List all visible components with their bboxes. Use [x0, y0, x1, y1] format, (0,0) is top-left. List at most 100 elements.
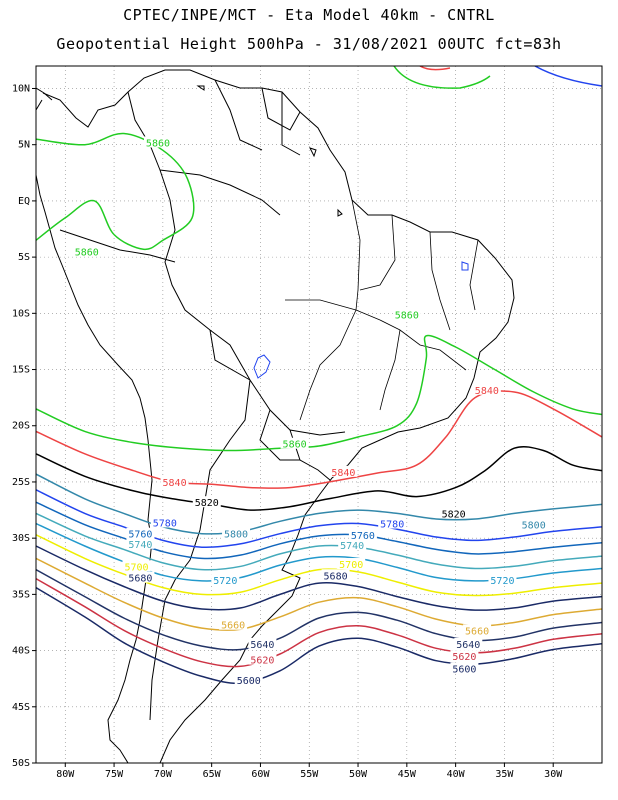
contour-label-5860: 5860 [75, 247, 99, 258]
y-tick-label: 10S [12, 308, 30, 319]
contour-5640 [36, 568, 602, 651]
contour-label-bg [348, 528, 377, 540]
y-tick-label: 30S [12, 533, 30, 544]
contour-label-5760: 5760 [351, 531, 375, 542]
contour-label-bg [454, 637, 483, 649]
contour-fragment-red [419, 66, 451, 71]
contour-label-bg [321, 569, 350, 581]
x-tick-label: 40W [447, 769, 466, 780]
plot-frame [35, 65, 603, 764]
contour-label-5820: 5820 [442, 509, 466, 520]
contour-label-bg [392, 308, 421, 320]
contour-label-5840: 5840 [163, 478, 187, 489]
x-tick-label: 55W [300, 769, 319, 780]
contour-label-bg [488, 573, 517, 585]
y-tick-label: 5S [18, 252, 30, 263]
contour-label-bg [72, 245, 101, 257]
axis-ticks: 80W 75W 70W 65W 60W 55W 50W 45W 40W 35W 30W 10N 5N EQ… [12, 83, 563, 780]
contour-label-bg [126, 527, 155, 539]
contour-label-5660: 5660 [221, 621, 245, 632]
contour-label-5820: 5820 [195, 498, 219, 509]
reservoir [461, 261, 469, 271]
contour-label-bg [211, 573, 240, 585]
contour-label-bg [472, 383, 501, 395]
contour-label-bg [222, 527, 251, 539]
y-tick-label: EQ [18, 196, 30, 207]
contour-label-bg [450, 650, 479, 662]
x-tick-label: 80W [56, 769, 75, 780]
contour-5860 [36, 334, 602, 452]
contour-label-bg [234, 673, 263, 685]
contour-label-bg [143, 136, 172, 148]
contour-5820 [36, 445, 602, 511]
contour-label-5840: 5840 [475, 386, 499, 397]
contour-label-bg [378, 517, 407, 529]
contour-label-bg [450, 662, 479, 674]
contour-label-5640: 5640 [456, 640, 480, 651]
map-title-line1: CPTEC/INPE/MCT - Eta Model 40km - CNTRL [123, 6, 495, 24]
y-tick-label: 45S [12, 702, 30, 713]
contour-fragment-green [393, 66, 491, 89]
x-tick-label: 60W [251, 769, 270, 780]
lake-titicaca [253, 354, 271, 379]
contour-label-bg [160, 475, 189, 487]
y-tick-label: 35S [12, 589, 30, 600]
contour-label-bg [122, 560, 151, 572]
contour-5800 [36, 473, 602, 535]
contour-label-bg [192, 496, 221, 508]
contour-label-5660: 5660 [465, 626, 489, 637]
y-tick-label: 50S [12, 758, 30, 769]
contour-5680 [36, 545, 602, 611]
contour-label-5740: 5740 [340, 541, 364, 552]
y-tick-label: 25S [12, 477, 30, 488]
contour-label-bg [126, 537, 155, 549]
contour-label-bg [463, 624, 492, 636]
contour-label-bg [150, 516, 179, 528]
contour-label-5760: 5760 [128, 530, 152, 541]
y-tick-label: 5N [18, 140, 30, 151]
contour-label-5800: 5800 [224, 530, 248, 541]
y-tick-label: 10N [12, 83, 30, 94]
islands [196, 85, 343, 217]
contour-label-bg [248, 653, 277, 665]
contour-label-bg [280, 437, 309, 449]
x-tick-label: 30W [544, 769, 563, 780]
contour-label-5620: 5620 [250, 656, 274, 667]
contour-label-5780: 5780 [153, 518, 177, 529]
contour-5840 [36, 390, 602, 489]
contour-labels: 5860 5860 5860 5860 5840 5840 5840 5820 5820 5800… [72, 136, 548, 687]
contour-label-5700: 5700 [124, 562, 148, 573]
contour-label-5860: 5860 [146, 138, 170, 149]
contour-label-5780: 5780 [380, 520, 404, 531]
x-tick-label: 50W [349, 769, 368, 780]
contour-label-5600: 5600 [237, 676, 261, 687]
contour-label-5720: 5720 [213, 576, 237, 587]
contour-fragment-blue [534, 66, 602, 87]
central-america-coast [36, 87, 53, 111]
contour-label-bg [439, 507, 468, 519]
contour-label-bg [338, 538, 367, 550]
contour-label-5620: 5620 [452, 652, 476, 663]
contour-label-bg [337, 558, 366, 570]
contour-label-5840: 5840 [331, 468, 355, 479]
contour-5600 [36, 586, 602, 685]
country-borders [59, 79, 346, 721]
contour-label-5860: 5860 [283, 440, 307, 451]
x-tick-label: 75W [105, 769, 124, 780]
contour-label-5680: 5680 [128, 574, 152, 585]
contour-5860 [36, 132, 195, 251]
x-tick-label: 65W [203, 769, 222, 780]
contour-5740 [36, 512, 602, 571]
contour-label-5640: 5640 [250, 640, 274, 651]
contour-label-5680: 5680 [324, 571, 348, 582]
contour-label-5720: 5720 [490, 576, 514, 587]
contour-label-5600: 5600 [452, 665, 476, 676]
contour-label-bg [519, 518, 548, 530]
south-america-coastline [36, 69, 515, 763]
contour-label-bg [219, 618, 248, 630]
contour-5660 [36, 557, 602, 631]
y-tick-label: 15S [12, 365, 30, 376]
state-borders [285, 199, 479, 421]
contour-label-5860: 5860 [395, 310, 419, 321]
